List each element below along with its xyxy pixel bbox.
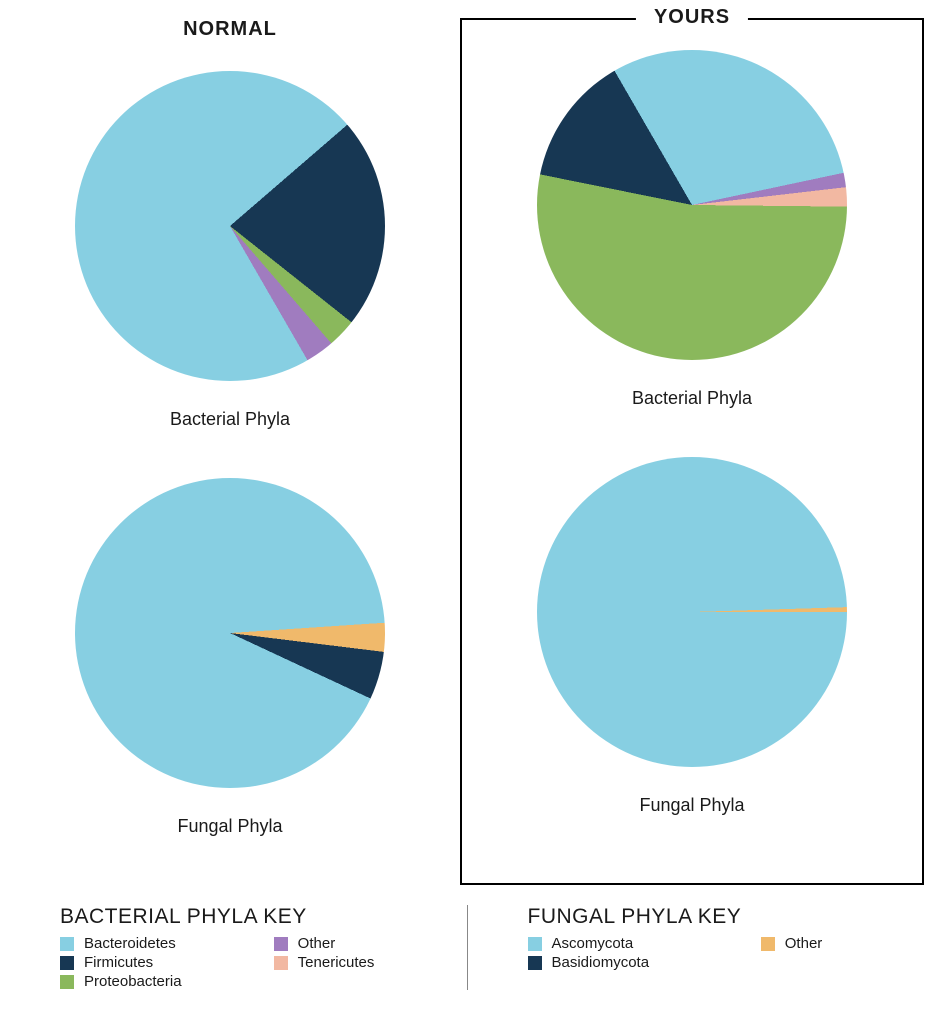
legend-item: Ascomycota [528, 935, 731, 952]
fungal-legend-grid: Ascomycota Other Basidiomycota [528, 935, 905, 971]
legend-item: Bacteroidetes [60, 935, 244, 952]
yours-fungal-pie [537, 457, 847, 767]
legend-item: Firmicutes [60, 954, 244, 971]
legend-label: Ascomycota [552, 935, 634, 952]
yours-fungal-chart-block: Fungal Phyla [537, 457, 847, 844]
legend-swatch [528, 937, 542, 951]
legend-label: Bacteroidetes [84, 935, 176, 952]
normal-bacterial-chart-block: Bacterial Phyla [75, 71, 385, 458]
legend-swatch [761, 937, 775, 951]
fungal-legend-title: FUNGAL PHYLA KEY [528, 905, 905, 929]
legend-swatch [274, 937, 288, 951]
legend-item: Proteobacteria [60, 973, 244, 990]
normal-bacterial-caption: Bacterial Phyla [170, 409, 290, 430]
bacterial-legend: BACTERIAL PHYLA KEY Bacteroidetes Other Fi… [60, 905, 468, 990]
yours-bacterial-chart-block: Bacterial Phyla [537, 50, 847, 437]
legend-label: Other [298, 935, 336, 952]
legend-swatch [528, 956, 542, 970]
normal-bacterial-pie [75, 71, 385, 381]
bacterial-legend-grid: Bacteroidetes Other Firmicutes Tenericutes P… [60, 935, 437, 990]
phyla-comparison-infographic: NORMAL Bacterial Phyla Fungal Phyla YOUR… [0, 0, 944, 1020]
bacterial-legend-title: BACTERIAL PHYLA KEY [60, 905, 437, 929]
legend-label: Firmicutes [84, 954, 153, 971]
legends-row: BACTERIAL PHYLA KEY Bacteroidetes Other Fi… [0, 885, 944, 1020]
legend-label: Proteobacteria [84, 973, 182, 990]
legend-swatch [60, 975, 74, 989]
yours-header: YOURS [636, 6, 748, 29]
legend-item: Basidiomycota [528, 954, 731, 971]
yours-bacterial-caption: Bacterial Phyla [632, 388, 752, 409]
normal-column: NORMAL Bacterial Phyla Fungal Phyla [0, 0, 460, 885]
normal-header: NORMAL [183, 18, 277, 41]
normal-fungal-pie [75, 478, 385, 788]
yours-bacterial-pie [537, 50, 847, 360]
normal-fungal-caption: Fungal Phyla [177, 816, 282, 837]
fungal-legend: FUNGAL PHYLA KEY Ascomycota Other Basidiom… [468, 905, 905, 990]
legend-swatch [60, 956, 74, 970]
legend-item: Tenericutes [274, 954, 437, 971]
legend-label: Other [785, 935, 823, 952]
legend-swatch [60, 937, 74, 951]
legend-item: Other [274, 935, 437, 952]
yours-fungal-caption: Fungal Phyla [639, 795, 744, 816]
legend-label: Basidiomycota [552, 954, 650, 971]
columns-container: NORMAL Bacterial Phyla Fungal Phyla YOUR… [0, 0, 944, 885]
legend-swatch [274, 956, 288, 970]
legend-label: Tenericutes [298, 954, 375, 971]
yours-column: YOURS Bacterial Phyla Fungal Phyla [460, 18, 924, 885]
legend-item: Other [761, 935, 904, 952]
normal-fungal-chart-block: Fungal Phyla [75, 478, 385, 865]
